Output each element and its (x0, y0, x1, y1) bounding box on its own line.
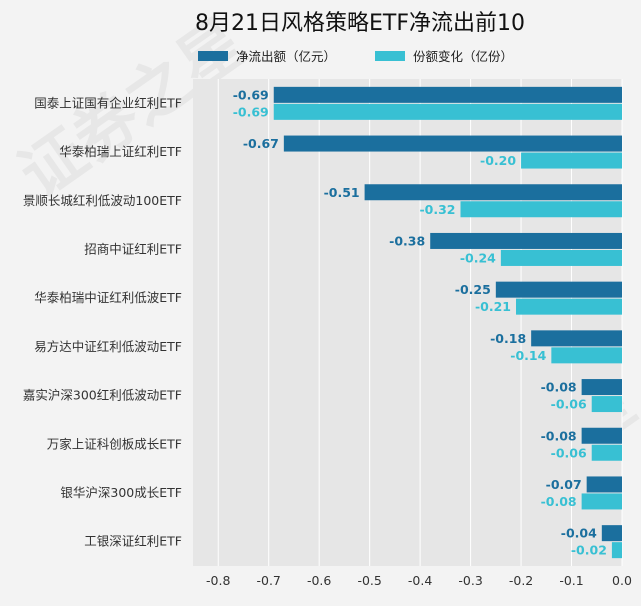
chart-title: 8月21日风格策略ETF净流出前10 (195, 11, 525, 36)
bar-net-outflow (430, 232, 622, 249)
bar-net-outflow (586, 476, 622, 493)
data-label-net-outflow: -0.08 (541, 380, 577, 395)
data-label-share-change: -0.20 (480, 153, 516, 168)
data-label-net-outflow: -0.07 (546, 477, 582, 492)
category-label: 银华沪深300成长ETF (60, 485, 182, 500)
legend-swatch-net-outflow (198, 51, 228, 61)
x-tick-label: -0.5 (357, 573, 381, 588)
category-label: 国泰上证国有企业红利ETF (34, 95, 182, 110)
data-label-share-change: -0.32 (419, 202, 455, 217)
plot-area (193, 79, 622, 566)
data-label-net-outflow: -0.18 (490, 331, 526, 346)
x-tick-label: -0.7 (257, 573, 281, 588)
x-tick-label: -0.6 (307, 573, 331, 588)
bar-share-change (500, 249, 622, 266)
legend-swatch-share-change (375, 51, 405, 61)
data-label-net-outflow: -0.67 (243, 136, 279, 151)
data-label-net-outflow: -0.38 (389, 233, 425, 248)
x-axis-ticks: -0.8 -0.7 -0.6 -0.5 -0.4 -0.3 -0.2 -0.1 0.0 (206, 573, 632, 588)
bar-share-change (521, 152, 622, 169)
x-tick-label: -0.2 (509, 573, 533, 588)
bar-net-outflow (495, 281, 622, 298)
bar-share-change (273, 103, 622, 120)
category-labels: 国泰上证国有企业红利ETF 华泰柏瑞上证红利ETF 景顺长城红利低波动100ETF 招… (23, 95, 182, 548)
x-tick-label: -0.3 (458, 573, 482, 588)
bar-net-outflow (273, 86, 622, 103)
data-label-share-change: -0.08 (541, 494, 577, 509)
bar-net-outflow (283, 135, 622, 152)
category-label: 招商中证红利ETF (84, 241, 182, 256)
legend-label-share-change: 份额变化（亿份） (413, 49, 513, 64)
bar-share-change (581, 493, 622, 510)
data-label-net-outflow: -0.04 (561, 526, 597, 541)
bar-net-outflow (581, 379, 622, 396)
data-label-share-change: -0.06 (551, 397, 587, 412)
data-label-net-outflow: -0.25 (455, 282, 491, 297)
data-labels: -0.69 -0.69 -0.67 -0.20 -0.51 -0.32 -0.38 -0.24… (233, 87, 607, 557)
data-label-share-change: -0.14 (510, 348, 546, 363)
data-label-share-change: -0.24 (460, 250, 496, 265)
data-label-share-change: -0.02 (571, 543, 607, 558)
data-label-net-outflow: -0.08 (541, 428, 577, 443)
category-label: 嘉实沪深300红利低波动ETF (23, 388, 182, 403)
bar-share-change (516, 298, 622, 315)
data-label-net-outflow: -0.69 (233, 87, 269, 102)
bar-share-change (591, 396, 622, 413)
bar-net-outflow (531, 330, 622, 347)
category-label: 景顺长城红利低波动100ETF (23, 193, 182, 208)
bars (273, 86, 622, 559)
bar-net-outflow (364, 184, 622, 201)
x-tick-label: -0.4 (408, 573, 432, 588)
bar-net-outflow (581, 427, 622, 444)
x-tick-label: -0.8 (206, 573, 230, 588)
data-label-share-change: -0.69 (233, 104, 269, 119)
category-label: 易方达中证红利低波动ETF (34, 339, 182, 354)
data-label-net-outflow: -0.51 (324, 185, 360, 200)
category-label: 华泰柏瑞中证红利低波ETF (34, 290, 182, 305)
category-label: 万家上证科创板成长ETF (47, 436, 182, 451)
x-tick-label: -0.1 (559, 573, 583, 588)
data-label-share-change: -0.21 (475, 299, 511, 314)
category-label: 工银深证红利ETF (84, 534, 182, 549)
data-label-share-change: -0.06 (551, 445, 587, 460)
bar-share-change (460, 201, 622, 218)
bar-share-change (551, 347, 622, 364)
bar-share-change (591, 444, 622, 461)
bar-share-change (611, 542, 622, 559)
legend-label-net-outflow: 净流出额（亿元） (236, 49, 336, 64)
category-label: 华泰柏瑞上证红利ETF (59, 144, 182, 159)
x-tick-label: 0.0 (612, 573, 632, 588)
grid-lines (217, 79, 623, 566)
bar-net-outflow (601, 525, 622, 542)
legend: 净流出额（亿元） 份额变化（亿份） (198, 49, 513, 64)
